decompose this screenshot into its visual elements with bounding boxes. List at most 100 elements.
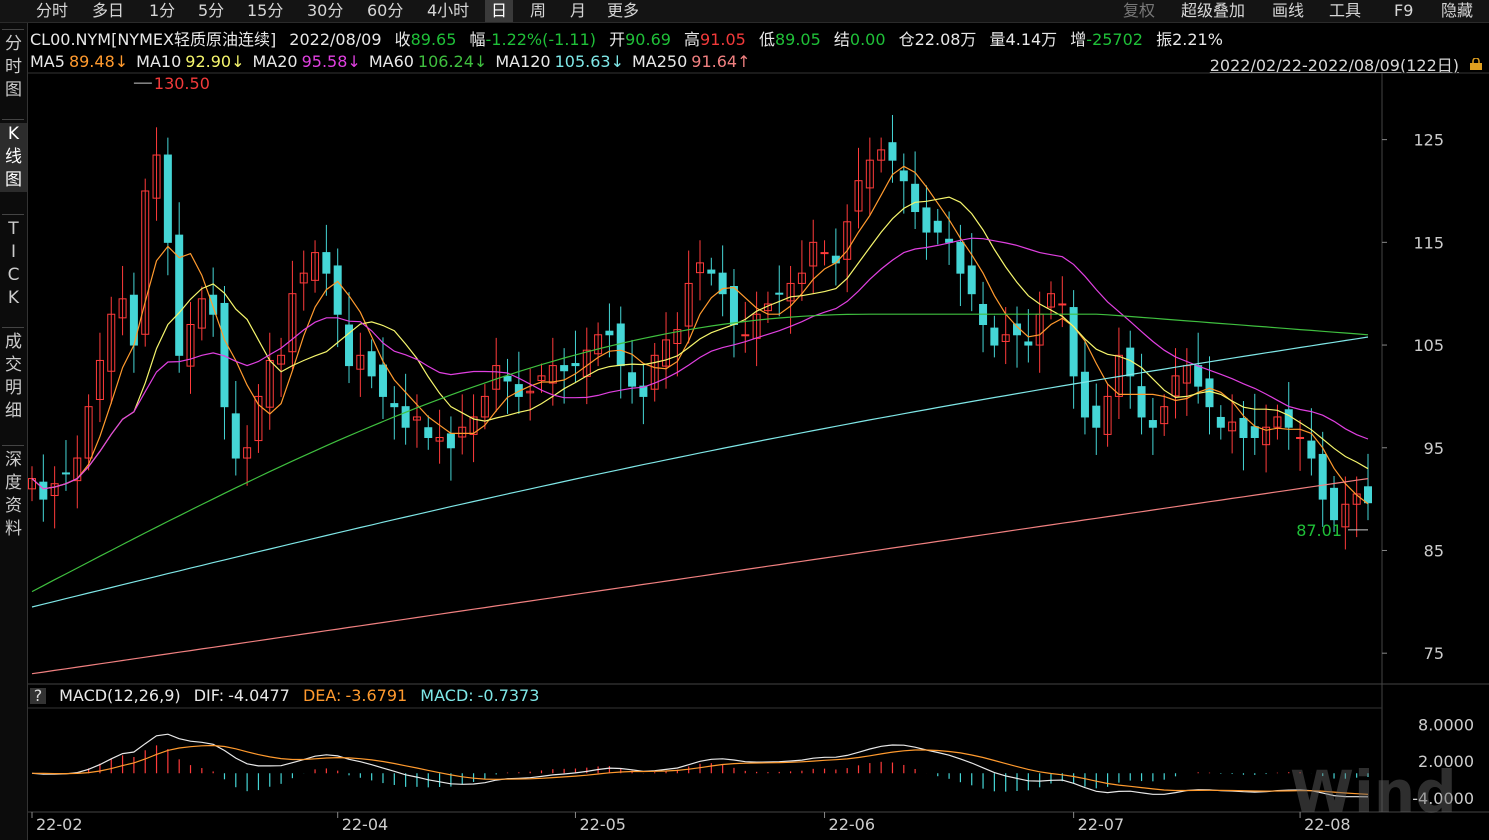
help-icon[interactable]: ?	[30, 688, 46, 704]
ma120-line	[31, 336, 1369, 608]
candle-body	[1069, 307, 1078, 377]
candle-body	[254, 395, 263, 442]
candle-body	[662, 339, 671, 367]
toolbar-tab-6[interactable]: 60分	[367, 1, 404, 20]
toolbar-tab-11[interactable]: 更多	[607, 1, 640, 20]
candle-body	[299, 272, 308, 284]
toolbar-tab-0[interactable]: 分时	[36, 1, 69, 20]
dea-group: DEA: -3.6791	[302, 686, 408, 705]
candle-body	[594, 334, 603, 355]
sidebar-tab-0[interactable]: 分时图	[5, 34, 22, 100]
candle-body	[560, 365, 569, 372]
candle-body	[95, 359, 104, 400]
x-tick-label: 22-07	[1078, 815, 1125, 834]
ma-legend-ma250: MA250 91.64↑	[632, 52, 751, 71]
date-label: 2022/08/09	[289, 30, 382, 49]
symbol-label: CL00.NYM[NYMEX轻质原油连续]	[30, 30, 277, 49]
open-value: 90.69	[625, 30, 671, 49]
y-tick-label: 105	[1413, 336, 1444, 355]
toolbar-tab-5[interactable]: 30分	[307, 1, 344, 20]
candle-body	[503, 375, 512, 382]
sidebar-tab-3[interactable]: 成交明细	[5, 332, 22, 421]
toolbar-action-5[interactable]: 隐藏	[1441, 1, 1474, 20]
candle-body	[435, 436, 444, 442]
macd-y-tick: -4.0000	[1412, 789, 1474, 808]
candle-body	[186, 324, 195, 367]
candle-body	[1352, 493, 1361, 505]
date-range-label[interactable]: 2022/02/22-2022/08/09(122日)	[1209, 56, 1459, 75]
candle-body	[446, 433, 455, 449]
toolbar-action-1[interactable]: 超级叠加	[1181, 1, 1246, 20]
close-value: 89.65	[410, 30, 457, 49]
candle-body	[480, 395, 489, 418]
ma-legend-ma20: MA20 95.58↓	[252, 52, 361, 71]
toolbar-action-2[interactable]: 画线	[1272, 1, 1305, 20]
toolbar-tab-10[interactable]: 月	[570, 1, 587, 20]
candle-body	[378, 364, 387, 397]
candle-body	[61, 472, 70, 475]
toolbar-tab-7[interactable]: 4小时	[427, 1, 470, 20]
candle-body	[718, 272, 727, 295]
toolbar-action-0[interactable]: 复权	[1123, 1, 1156, 20]
candle-body	[277, 354, 286, 365]
candle-body	[1273, 416, 1282, 428]
candle-body	[288, 293, 297, 353]
y-tick-label: 85	[1424, 541, 1444, 560]
candle-body	[197, 298, 206, 329]
candle-body	[684, 282, 693, 327]
ma-legend-ma5: MA5 89.48↓	[30, 52, 129, 71]
candle-body	[107, 313, 116, 372]
candle-body	[877, 149, 886, 161]
candle-body	[1137, 386, 1146, 418]
candle-body	[639, 385, 648, 397]
candle-body	[1171, 375, 1180, 397]
candle-body	[163, 154, 172, 243]
candle-body	[1318, 453, 1327, 500]
candle-body	[537, 375, 546, 381]
candle-body	[628, 372, 637, 387]
candle-body	[401, 406, 410, 428]
candle-body	[990, 327, 999, 346]
amplitude-group: 振2.21%	[1156, 30, 1223, 49]
toolbar-tab-4[interactable]: 15分	[247, 1, 284, 20]
toolbar-action-4[interactable]: F9	[1394, 1, 1414, 20]
macd-y-tick: 8.0000	[1418, 715, 1474, 734]
lock-icon[interactable]	[1469, 55, 1483, 70]
candle-body	[571, 363, 580, 367]
y-tick-label: 75	[1424, 644, 1444, 663]
macd-value-group: MACD: -0.7373	[420, 686, 540, 705]
ma250-line	[31, 478, 1369, 675]
ma-legend-ma60: MA60 106.24↓	[368, 52, 488, 71]
candle-body	[152, 154, 161, 199]
candle-body	[1160, 406, 1169, 425]
candle-body	[865, 159, 874, 189]
sidebar-tab-4[interactable]: 深度资料	[5, 450, 22, 539]
candle-body	[820, 252, 829, 255]
dea-value: -3.6791	[345, 686, 408, 705]
toolbar-tab-2[interactable]: 1分	[149, 1, 176, 20]
macd-legend: ? MACD(12,26,9) DIF: -4.0477 DEA: -3.6791 …	[30, 686, 547, 705]
timeframe-toolbar: 分时 多日 1分 5分 15分 30分 60分 4小时日周 月 更多 复权 超级叠加 画线 工具 F9 隐藏	[0, 0, 1489, 23]
toolbar-tab-3[interactable]: 5分	[198, 1, 225, 20]
toolbar-action-3[interactable]: 工具	[1329, 1, 1362, 20]
candle-body	[356, 354, 365, 370]
ma10-line	[31, 196, 1369, 490]
candle-body	[39, 481, 48, 500]
x-tick-label: 22-06	[829, 815, 876, 834]
amplitude-value: 2.21%	[1172, 30, 1223, 49]
toolbar-tab-1[interactable]: 多日	[92, 1, 125, 20]
candle-body	[1307, 440, 1316, 459]
high-value: 91.05	[700, 30, 746, 49]
toolbar-tab-9[interactable]: 周	[530, 1, 547, 20]
candle-body	[1330, 487, 1339, 521]
candle-body	[141, 190, 150, 335]
candle-body	[1364, 486, 1372, 504]
candle-body	[84, 406, 93, 459]
x-tick-label: 22-04	[342, 815, 389, 834]
toolbar-tab-8[interactable]: 日	[485, 0, 514, 22]
increase-group: 增-25702	[1070, 30, 1143, 49]
oi-group: 仓22.08万	[898, 30, 977, 49]
